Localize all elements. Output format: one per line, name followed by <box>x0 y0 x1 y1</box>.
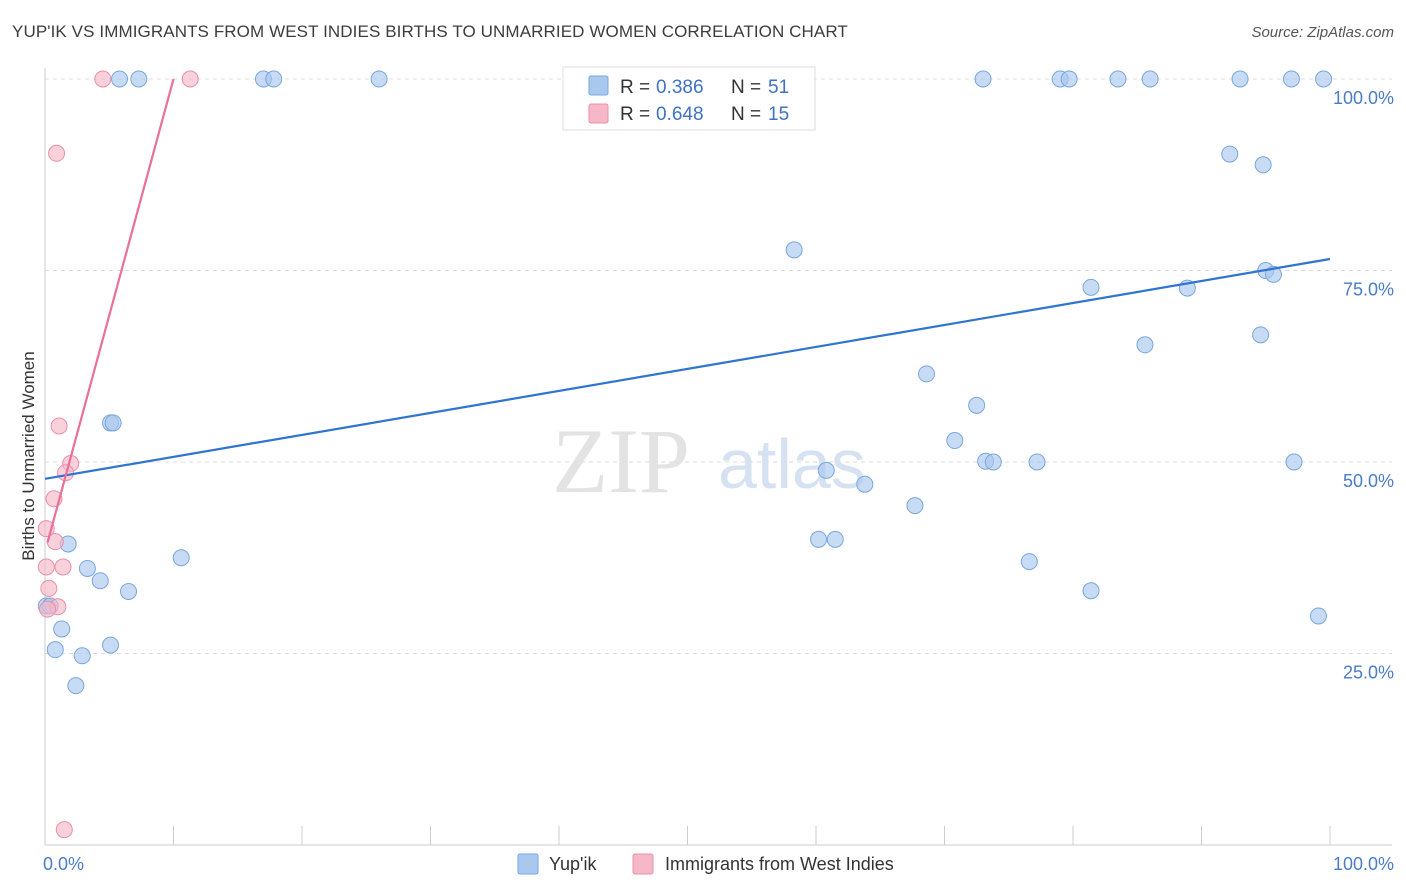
legend: R = 0.386 N = 51 R = 0.648 N = 15 <box>562 66 816 131</box>
point-series-0-28 <box>984 453 1002 471</box>
y-axis-title: Births to Unmarried Women <box>19 351 38 560</box>
point-series-0-22 <box>918 365 936 383</box>
bottom-legend-swatch-yupik <box>517 853 539 875</box>
trend-line-series-0 <box>44 257 1331 480</box>
point-series-1-1 <box>181 70 199 88</box>
point-series-0-34 <box>810 530 828 548</box>
y-tick-label-2: 75.0% <box>1343 280 1394 300</box>
legend-swatch-yupik <box>588 75 609 96</box>
legend-n-value-1: 51 <box>768 77 789 98</box>
point-series-0-14 <box>1254 156 1272 174</box>
point-series-0-45 <box>53 620 71 638</box>
legend-r-value-2: 0.648 <box>656 104 704 125</box>
point-series-1-0 <box>94 70 112 88</box>
y-tick-label-1: 50.0% <box>1343 471 1394 491</box>
point-series-0-47 <box>46 641 64 659</box>
legend-n-value-2: 15 <box>768 104 789 125</box>
legend-r-value-1: 0.386 <box>656 77 704 98</box>
point-series-0-50 <box>67 677 85 695</box>
point-series-0-42 <box>1082 582 1100 600</box>
bottom-legend-label-yupik: Yup'ik <box>549 854 597 874</box>
legend-r-label-1: R = <box>620 77 650 98</box>
point-series-0-29 <box>1028 453 1046 471</box>
point-series-0-32 <box>856 475 874 493</box>
legend-n-label-2: N = <box>731 104 761 125</box>
point-series-0-18 <box>1082 278 1100 296</box>
tick-labels: 25.0% 50.0% 75.0% 100.0% 0.0% 100.0% <box>43 88 1394 874</box>
point-series-0-48 <box>73 647 91 665</box>
x-tick-label-1: 100.0% <box>1333 854 1394 874</box>
y-tick-label-3: 100.0% <box>1333 88 1394 108</box>
point-series-0-41 <box>120 582 138 600</box>
point-series-0-11 <box>1282 70 1300 88</box>
point-series-0-8 <box>1109 70 1127 88</box>
point-series-1-12 <box>39 600 57 618</box>
chart-title: YUP'IK VS IMMIGRANTS FROM WEST INDIES BI… <box>12 22 848 41</box>
watermark-zip: ZIP <box>552 410 690 512</box>
point-series-0-33 <box>906 497 924 515</box>
point-series-1-3 <box>50 417 68 435</box>
legend-n-label-1: N = <box>731 77 761 98</box>
point-series-0-5 <box>974 70 992 88</box>
point-series-1-14 <box>55 821 73 839</box>
trend-lines <box>44 78 1331 543</box>
point-series-0-40 <box>91 572 109 590</box>
point-series-0-9 <box>1141 70 1159 88</box>
axes <box>44 68 1392 846</box>
point-series-0-4 <box>370 70 388 88</box>
point-series-0-10 <box>1231 70 1249 88</box>
bottom-legend-swatch-west-indies <box>632 853 654 875</box>
point-series-0-49 <box>102 636 120 654</box>
point-series-0-23 <box>968 396 986 414</box>
watermark: ZIP atlas <box>552 410 866 512</box>
point-series-0-3 <box>265 70 283 88</box>
point-series-0-15 <box>785 241 803 259</box>
legend-r-label-2: R = <box>620 104 650 125</box>
point-series-0-13 <box>1221 145 1239 163</box>
watermark-atlas: atlas <box>718 425 866 503</box>
y-tick-label-0: 25.0% <box>1343 663 1394 683</box>
trend-line-series-1 <box>46 78 175 543</box>
point-series-0-1 <box>130 70 148 88</box>
point-series-0-46 <box>1309 607 1327 625</box>
gridlines <box>45 78 1392 654</box>
point-series-1-13 <box>40 579 58 597</box>
point-series-0-38 <box>1020 553 1038 571</box>
x-tick-label-0: 0.0% <box>43 854 84 874</box>
point-series-0-12 <box>1315 70 1333 88</box>
point-series-0-37 <box>172 549 190 567</box>
point-series-0-39 <box>78 559 96 577</box>
point-series-0-31 <box>817 461 835 479</box>
point-series-0-7 <box>1060 70 1078 88</box>
source-label: Source: ZipAtlas.com <box>1251 24 1394 41</box>
bottom-legend-label-west-indies: Immigrants from West Indies <box>665 854 894 874</box>
point-series-0-0 <box>111 70 129 88</box>
point-series-1-2 <box>48 144 66 162</box>
point-series-0-25 <box>104 414 122 432</box>
bottom-legend: Yup'ik Immigrants from West Indies <box>517 853 894 875</box>
legend-swatch-west-indies <box>588 103 609 124</box>
point-series-0-20 <box>1252 326 1270 344</box>
point-series-0-35 <box>826 530 844 548</box>
point-series-0-26 <box>946 432 964 450</box>
point-series-0-21 <box>1136 336 1154 354</box>
point-series-1-9 <box>37 558 55 576</box>
point-series-1-10 <box>54 558 72 576</box>
data-points <box>37 70 1333 839</box>
point-series-0-30 <box>1285 453 1303 471</box>
